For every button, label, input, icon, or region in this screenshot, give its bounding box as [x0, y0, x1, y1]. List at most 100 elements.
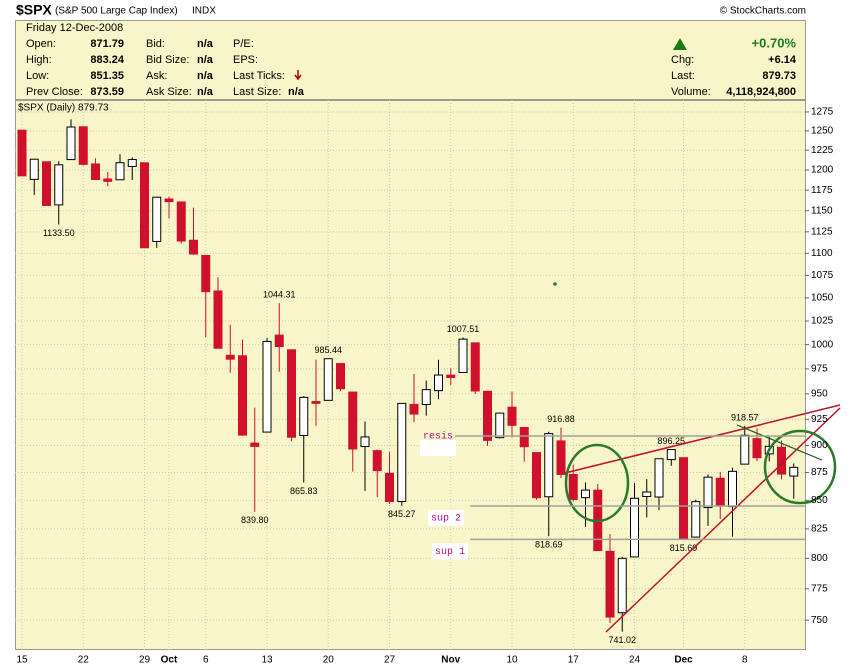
plot-area [15, 100, 806, 650]
candle-body [507, 406, 517, 426]
candle-body [409, 403, 419, 415]
bid-value: n/a [197, 38, 214, 50]
bid-value: n/a [197, 54, 214, 66]
y-tick-label: 1200 [811, 165, 834, 176]
candle-body [752, 438, 762, 459]
y-tick-label: 850 [811, 495, 828, 506]
candle-body [372, 450, 382, 472]
date: Friday 12-Dec-2008 [26, 22, 123, 34]
quote-label: Prev Close: [26, 86, 83, 98]
candle-body [78, 126, 88, 165]
candle-body [679, 457, 688, 540]
y-tick-label: 1075 [811, 270, 834, 281]
candle-body [238, 355, 247, 436]
drawings: resis sup 2 sup 1 [420, 282, 841, 633]
high-label: 1044.31 [263, 289, 296, 299]
candle-body [262, 340, 272, 433]
x-tick-label: 17 [568, 655, 580, 666]
last-size: n/a [288, 86, 305, 98]
candle-body [421, 389, 431, 406]
bid-value: n/a [197, 86, 214, 98]
low-label: 845.27 [388, 509, 416, 519]
x-tick-label: 10 [506, 655, 518, 666]
candle-body [703, 476, 713, 509]
trend-line [605, 407, 841, 633]
y-tick-label: 1225 [811, 145, 834, 156]
info-panel [15, 20, 806, 100]
y-tick-label: 750 [811, 615, 828, 626]
candle-body [495, 412, 505, 439]
dot-drawing [553, 282, 557, 286]
candle-body [385, 472, 394, 503]
candle-body [470, 342, 480, 392]
stat-label: Chg: [671, 54, 694, 66]
y-tick-label: 950 [811, 388, 828, 399]
candle-body [532, 452, 541, 499]
candle-body [66, 126, 76, 161]
tick-arrow [294, 70, 302, 81]
high-label: 916.88 [547, 414, 575, 424]
annotation-text: sup 2 [431, 514, 461, 525]
x-tick-label: 6 [203, 655, 209, 666]
circle-drawing [763, 429, 837, 505]
y-tick-label: 1275 [811, 107, 834, 118]
annotation-box [432, 543, 468, 560]
candle-body [544, 433, 554, 498]
ticks-label: EPS: [233, 54, 258, 66]
candle-body [740, 434, 750, 465]
low-label: 818.69 [535, 540, 563, 550]
candle-body [397, 402, 407, 503]
index-name: (S&P 500 Large Cap Index) [55, 6, 178, 17]
low-label: 839.80 [241, 515, 269, 525]
x-tick-label: 24 [629, 655, 641, 666]
y-tick-label: 1025 [811, 316, 834, 327]
quote-label: Low: [26, 70, 49, 82]
candle-body [152, 196, 162, 242]
legend: $SPX (Daily) 879.73 [18, 103, 109, 114]
y-tick-label: 1125 [811, 226, 833, 237]
quote-label: High: [26, 54, 52, 66]
quote-value: 871.79 [90, 38, 124, 50]
candles: 1133.50 839.80 1044.31 865.83 985.44 845.27 10… [17, 119, 799, 645]
bid-label: Ask: [146, 70, 167, 82]
exchange: INDX [192, 6, 216, 17]
low-label: 865.83 [290, 486, 318, 496]
y-tick-label: 1175 [811, 185, 833, 196]
candle-body [189, 239, 198, 255]
y-tick-label: 1000 [811, 339, 834, 350]
candle-body [201, 254, 211, 293]
y-tick-label: 800 [811, 553, 828, 564]
candle-body [103, 178, 113, 182]
candle-body [176, 201, 186, 242]
y-tick-label: 875 [811, 467, 828, 478]
quote-value: 873.59 [90, 86, 124, 98]
annotation-text: sup 1 [435, 547, 465, 558]
x-tick-label: Dec [674, 655, 693, 666]
candle-body [458, 338, 468, 374]
stat-value: 879.73 [762, 70, 796, 82]
candle-body [311, 401, 321, 404]
y-tick-label: 1050 [811, 293, 834, 304]
x-tick-label: Oct [161, 655, 178, 666]
candle-body [617, 557, 627, 614]
x-tick-label: 22 [78, 655, 90, 666]
quote-label: Open: [26, 38, 56, 50]
candle-body [519, 426, 529, 448]
low-label: 741.02 [608, 635, 636, 645]
x-tick-label: 13 [261, 655, 273, 666]
trend-line [736, 424, 823, 461]
candle-body [568, 473, 578, 500]
x-tick-label: 29 [139, 655, 151, 666]
candle-body [17, 129, 27, 177]
x-tick-label: 8 [742, 655, 748, 666]
candle-body [115, 162, 125, 181]
stat-label: Volume: [671, 86, 711, 98]
bid-label: Bid: [146, 38, 165, 50]
stat-label: Last: [671, 70, 695, 82]
candle-body [140, 162, 149, 249]
candle-body [299, 396, 309, 436]
candle-body [250, 442, 260, 447]
candle-body [691, 501, 701, 538]
y-tick-label: 975 [811, 364, 828, 375]
